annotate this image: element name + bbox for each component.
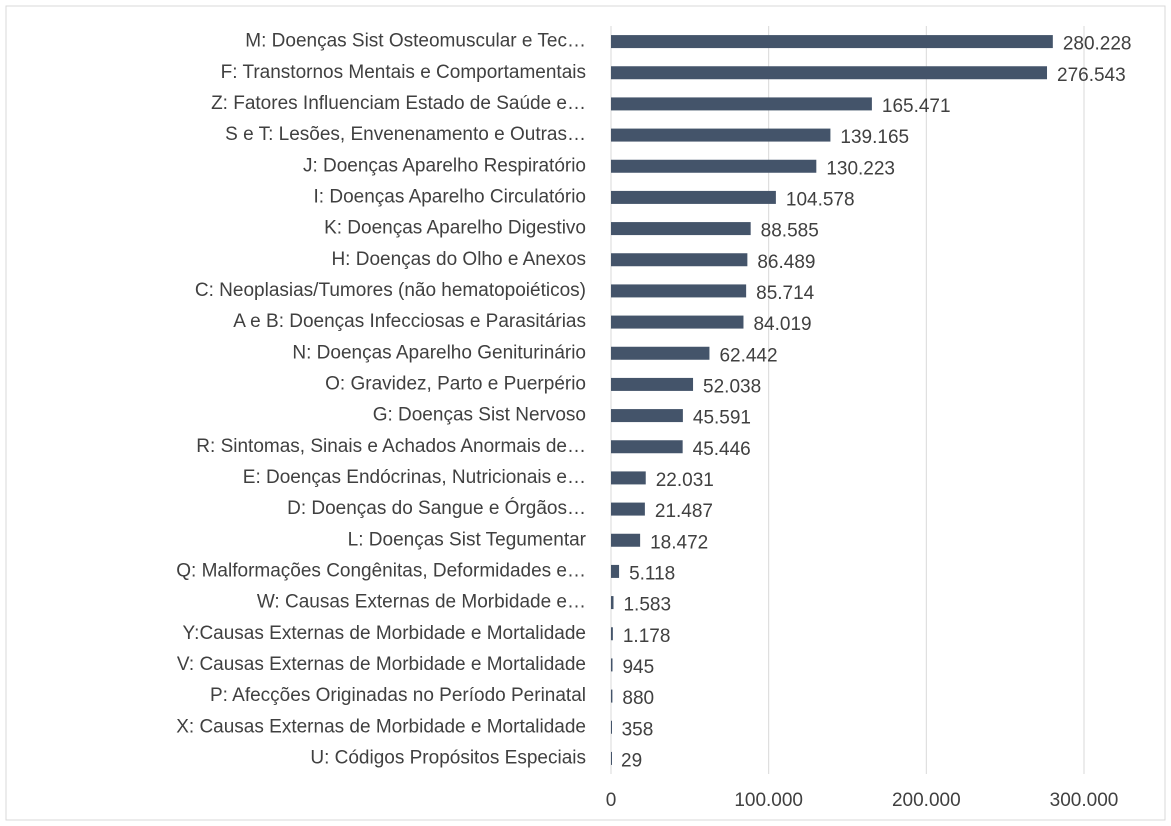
bar <box>611 128 831 142</box>
y-tick-label: M: Doenças Sist Osteomuscular e Tec… <box>245 31 586 52</box>
y-tick-label: Z: Fatores Influenciam Estado de Saúde e… <box>211 93 586 114</box>
data-label: 104.578 <box>786 189 855 210</box>
data-label: 88.585 <box>761 221 819 242</box>
x-tick-label: 100.000 <box>734 790 803 811</box>
bar <box>611 564 620 578</box>
x-tick-label: 0 <box>606 790 617 811</box>
y-tick-label: D: Doenças do Sangue e Órgãos… <box>287 497 586 519</box>
data-label: 5.118 <box>629 563 675 584</box>
bar <box>611 689 613 703</box>
y-tick-label: Y:Causas Externas de Morbidade e Mortali… <box>183 623 586 644</box>
y-tick-label: S e T: Lesões, Envenenamento e Outras… <box>225 124 586 145</box>
y-tick-label: J: Doenças Aparelho Respiratório <box>303 155 586 176</box>
data-label: 945 <box>622 657 654 678</box>
data-label: 130.223 <box>826 158 895 179</box>
data-label: 18.472 <box>650 532 708 553</box>
data-label: 880 <box>622 688 654 709</box>
bar <box>611 284 747 298</box>
bar <box>611 471 646 485</box>
bar <box>611 377 694 391</box>
data-label: 85.714 <box>756 283 815 304</box>
data-label: 165.471 <box>882 96 951 117</box>
y-tick-label: U: Códigos Propósitos Especiais <box>310 747 586 768</box>
y-tick-label: I: Doenças Aparelho Circulatório <box>314 186 586 207</box>
data-label: 276.543 <box>1057 65 1126 86</box>
y-tick-label: F: Transtornos Mentais e Comportamentais <box>221 62 586 83</box>
data-label: 139.165 <box>840 127 909 148</box>
x-tick-label: 200.000 <box>892 790 961 811</box>
y-tick-label: H: Doenças do Olho e Anexos <box>331 249 586 270</box>
bar <box>611 346 710 360</box>
y-tick-label: R: Sintomas, Sinais e Achados Anormais d… <box>196 436 586 457</box>
y-tick-label: E: Doenças Endócrinas, Nutricionais e… <box>243 467 586 488</box>
data-label: 29 <box>621 750 642 771</box>
y-tick-label: N: Doenças Aparelho Geniturinário <box>292 342 586 363</box>
y-tick-label: W: Causas Externas de Morbidade e… <box>257 592 586 613</box>
data-label: 280.228 <box>1063 34 1132 55</box>
bar <box>611 440 683 454</box>
bar <box>611 97 872 111</box>
bar <box>611 751 612 765</box>
data-label: 45.446 <box>693 439 751 460</box>
bar <box>611 159 817 173</box>
bar <box>611 596 614 610</box>
bar <box>611 190 776 204</box>
y-tick-label: C: Neoplasias/Tumores (não hematopoiétic… <box>195 280 586 301</box>
y-tick-label: A e B: Doenças Infecciosas e Parasitária… <box>233 311 586 332</box>
y-tick-label: O: Gravidez, Parto e Puerpério <box>325 373 586 394</box>
y-tick-label: P: Afecções Originadas no Período Perina… <box>210 685 586 706</box>
y-tick-label: X: Causas Externas de Morbidade e Mortal… <box>176 716 586 737</box>
bar <box>611 502 645 516</box>
data-label: 86.489 <box>757 252 815 273</box>
bar <box>611 253 748 267</box>
data-label: 62.442 <box>719 345 777 366</box>
y-tick-label: K: Doenças Aparelho Digestivo <box>324 218 586 239</box>
y-tick-label: G: Doenças Sist Nervoso <box>373 405 586 426</box>
data-label: 22.031 <box>656 470 714 491</box>
data-label: 1.583 <box>623 595 671 616</box>
data-label: 1.178 <box>623 626 671 647</box>
bar <box>611 35 1053 49</box>
x-tick-label: 300.000 <box>1050 790 1119 811</box>
data-label: 21.487 <box>655 501 713 522</box>
bar <box>611 409 683 423</box>
data-label: 52.038 <box>703 376 761 397</box>
bar <box>611 658 613 672</box>
bar <box>611 222 751 236</box>
bar <box>611 66 1048 80</box>
bar <box>611 627 613 641</box>
chart-border <box>5 5 1166 821</box>
y-tick-label: L: Doenças Sist Tegumentar <box>348 529 587 550</box>
data-label: 84.019 <box>753 314 811 335</box>
data-label: 45.591 <box>693 408 751 429</box>
bar <box>611 533 641 547</box>
data-label: 358 <box>622 719 654 740</box>
y-tick-label: V: Causas Externas de Morbidade e Mortal… <box>177 654 586 675</box>
bar <box>611 720 612 734</box>
bar <box>611 315 744 329</box>
y-tick-label: Q: Malformações Congênitas, Deformidades… <box>176 560 586 581</box>
